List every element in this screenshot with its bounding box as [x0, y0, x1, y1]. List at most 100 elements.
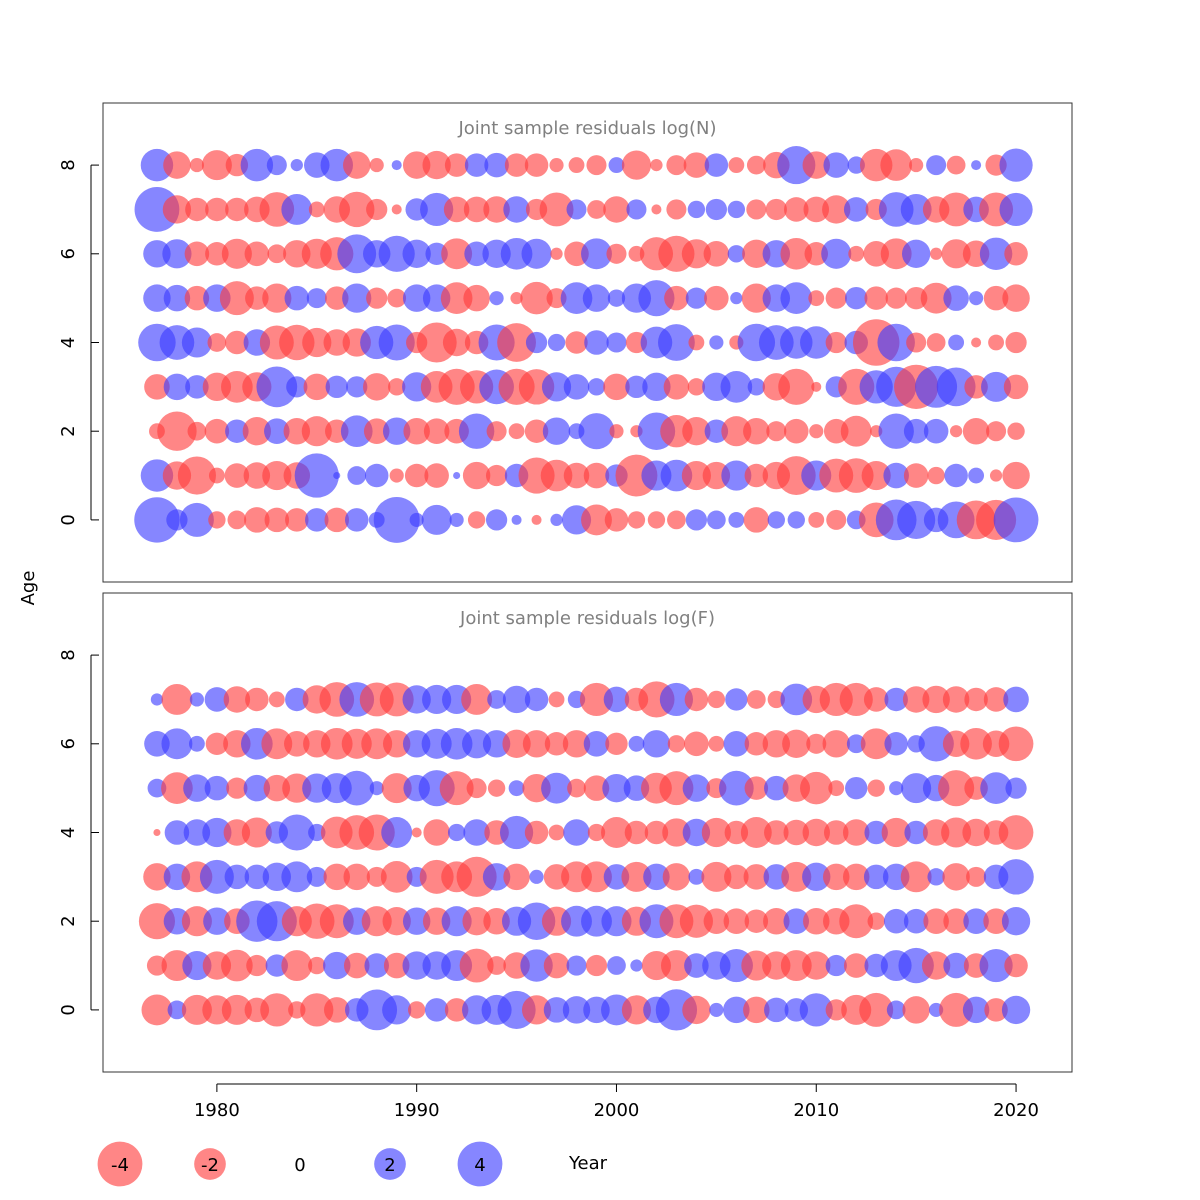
residual-bubble	[566, 199, 587, 220]
residual-bubble	[703, 241, 730, 267]
residual-bubble	[224, 864, 250, 890]
residual-bubble	[539, 192, 574, 227]
y-tick-label: 8	[58, 159, 79, 170]
legend-label: 4	[474, 1155, 485, 1176]
residual-bubble	[687, 200, 706, 219]
residual-bubble	[583, 775, 610, 801]
residual-bubble	[727, 245, 746, 263]
panel-title: Joint sample residuals log(F)	[459, 608, 715, 629]
residual-bubble	[930, 247, 943, 260]
residual-bubble	[520, 281, 553, 315]
residual-bubble	[806, 733, 827, 754]
residual-bubble	[1004, 242, 1028, 266]
residual-bubble	[682, 774, 711, 802]
residual-bubble	[319, 904, 354, 939]
residual-bubble	[902, 996, 930, 1024]
residual-bubble	[730, 292, 743, 305]
residual-bubble	[762, 730, 791, 758]
residual-bubble	[1002, 461, 1030, 490]
residual-bubble	[204, 418, 230, 444]
residual-bubble	[1004, 953, 1028, 978]
residual-bubble	[918, 726, 954, 762]
residual-bubble	[723, 996, 750, 1024]
residual-bubble	[644, 820, 669, 845]
residual-bubble	[161, 684, 193, 715]
residual-bubble	[780, 237, 813, 270]
legend-bubble	[97, 1141, 143, 1187]
residual-bubble	[802, 818, 830, 847]
residual-bubble	[183, 819, 211, 846]
residual-bubble	[822, 195, 851, 224]
residual-bubble	[391, 160, 402, 171]
residual-bubble	[960, 727, 992, 760]
residual-bubble	[204, 775, 230, 801]
residual-bubble	[242, 417, 272, 446]
residual-bubble	[444, 998, 469, 1022]
residual-bubble	[688, 868, 705, 885]
residual-bubble	[337, 234, 377, 274]
residual-bubble	[778, 368, 815, 405]
residual-bubble	[187, 421, 207, 441]
residual-bubble	[642, 730, 671, 758]
y-axis: 0 2 4 6 8	[58, 649, 99, 1016]
residual-bubble	[962, 417, 990, 445]
residual-bubble	[308, 201, 325, 218]
residual-bubble	[989, 469, 1003, 482]
residual-bubble	[621, 861, 652, 892]
residual-bubble	[439, 771, 474, 806]
residual-bubble	[886, 1000, 906, 1020]
residual-bubble	[662, 863, 691, 891]
residual-bubble	[342, 283, 372, 313]
residual-bubble	[684, 953, 709, 978]
residual-bubble	[681, 239, 711, 269]
residual-bubble	[548, 824, 565, 841]
residual-bubble	[840, 415, 872, 447]
residual-bubble	[1005, 777, 1027, 799]
residual-bubble	[946, 155, 966, 175]
residual-bubble	[347, 466, 367, 485]
residual-bubble	[581, 238, 612, 270]
residual-bubble	[839, 904, 874, 939]
residual-bubble	[784, 197, 809, 222]
residual-bubble	[361, 728, 393, 760]
residual-bubble	[208, 511, 226, 529]
residual-bubble	[880, 149, 913, 181]
x-tick-label: 2020	[993, 1100, 1039, 1121]
residual-bubble	[998, 815, 1034, 850]
residual-bubble	[541, 772, 572, 804]
residual-bubble	[224, 463, 250, 488]
residual-bubble	[926, 333, 946, 352]
residual-bubble	[323, 863, 351, 891]
panel-title: Joint sample residuals log(N)	[457, 118, 716, 139]
residual-bubble	[741, 283, 771, 313]
residual-bubble	[744, 732, 769, 756]
residual-bubble	[603, 196, 630, 223]
residual-bubble	[971, 160, 982, 171]
residual-bubble	[936, 367, 976, 407]
residual-bubble	[225, 330, 249, 355]
residual-bubble	[244, 507, 270, 533]
residual-bubble	[903, 418, 929, 444]
residual-bubble	[943, 285, 969, 311]
x-tick-label: 1990	[394, 1100, 440, 1121]
residual-bubble	[944, 463, 968, 488]
residual-bubble	[305, 508, 329, 532]
residual-bubble	[226, 777, 248, 799]
residual-bubble	[443, 196, 470, 223]
residual-bubble	[486, 421, 507, 442]
residual-bubble	[780, 683, 813, 716]
residual-bubble	[659, 771, 694, 806]
residual-bubble	[387, 288, 407, 308]
residual-bubble	[603, 373, 630, 401]
residual-bubble	[363, 418, 390, 444]
residual-bubble	[340, 415, 373, 448]
residual-bubble	[746, 199, 767, 220]
residual-bubble	[823, 820, 849, 845]
residual-bubble	[927, 466, 945, 485]
residual-bubble	[184, 241, 210, 267]
residual-bubble	[642, 372, 671, 402]
residual-bubble	[261, 728, 293, 760]
residual-bubble	[867, 779, 885, 797]
residual-bubble	[847, 156, 865, 174]
